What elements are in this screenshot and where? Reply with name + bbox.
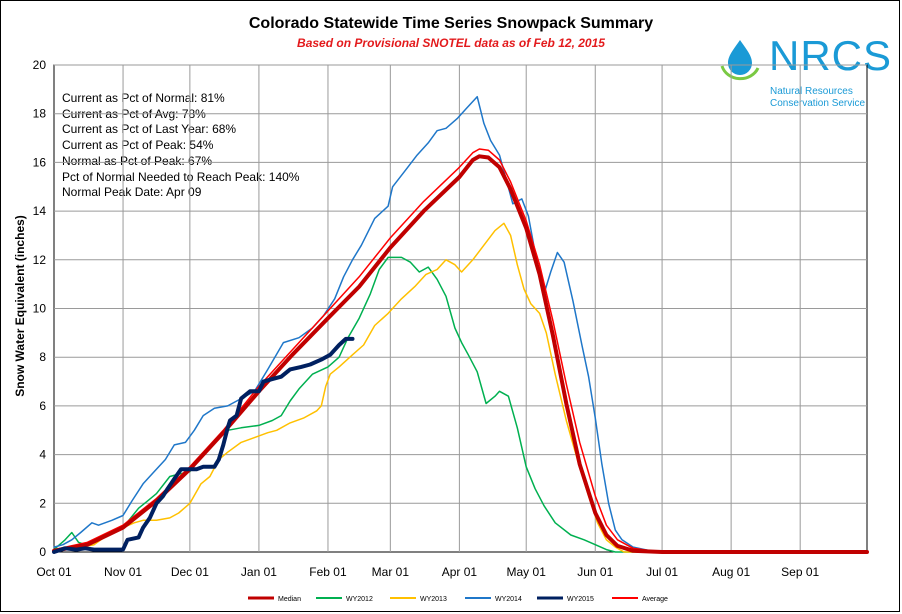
series-line-wy2014 <box>53 95 868 553</box>
x-tick-label: Dec 01 <box>171 565 209 579</box>
series-line-wy2015 <box>52 336 355 554</box>
y-tick-label: 8 <box>39 350 46 364</box>
y-tick-label: 10 <box>33 302 47 316</box>
x-tick-label: Sep 01 <box>781 565 819 579</box>
legend-label-wy2015: WY2015 <box>567 596 594 603</box>
stat-line: Current as Pct of Last Year: 68% <box>62 122 237 137</box>
x-tick-label: Jan 01 <box>241 565 277 579</box>
chart-subtitle: Based on Provisional SNOTEL data as of F… <box>297 36 605 50</box>
series-line-average <box>53 148 868 553</box>
stat-line: Current as Pct of Peak: 54% <box>62 138 214 153</box>
y-tick-label: 14 <box>33 204 47 218</box>
y-tick-label: 0 <box>39 545 46 559</box>
stat-line: Current as Pct of Normal: 81% <box>62 91 225 105</box>
logo-subtitle: Conservation Service <box>770 98 866 109</box>
logo-name: NRCS <box>769 32 893 79</box>
stats-box: Current as Pct of Normal: 81% Current as… <box>62 91 299 201</box>
stat-line: Pct of Normal Needed to Reach Peak: 140% <box>62 169 300 184</box>
legend-label-median: Median <box>278 596 301 603</box>
stat-line: Normal as Pct of Peak: 67% <box>62 153 213 168</box>
y-tick-label: 4 <box>39 448 46 462</box>
legend-label-wy2012: WY2012 <box>346 596 373 603</box>
y-tick-label: 16 <box>33 155 47 169</box>
series-line-wy2013 <box>53 222 868 553</box>
chart-title: Colorado Statewide Time Series Snowpack … <box>248 15 654 32</box>
logo-subtitle: Natural Resources <box>770 86 853 97</box>
y-tick-label: 2 <box>39 496 46 510</box>
stat-line: Normal Peak Date: Apr 09 <box>62 185 202 200</box>
water-drop-icon <box>720 40 760 81</box>
x-tick-label: Aug 01 <box>712 565 750 579</box>
x-tick-label: Apr 01 <box>442 565 478 579</box>
legend-label-wy2013: WY2013 <box>420 596 447 603</box>
legend-label-wy2014: WY2014 <box>495 596 522 603</box>
y-tick-label: 12 <box>33 253 47 267</box>
y-tick-label: 18 <box>33 107 47 121</box>
x-tick-label: Jul 01 <box>646 565 678 579</box>
x-tick-label: Mar 01 <box>372 565 410 579</box>
x-tick-label: May 01 <box>507 565 547 579</box>
series-line-median <box>52 154 869 554</box>
legend-label-average: Average <box>642 596 668 603</box>
nrcs-logo: NRCS Natural Resources Conservation Serv… <box>720 32 891 116</box>
y-tick-label: 6 <box>39 399 46 413</box>
x-tick-label: Jun 01 <box>577 565 613 579</box>
y-tick-label: 20 <box>33 58 47 72</box>
series-line-wy2012 <box>53 256 868 553</box>
x-tick-label: Oct 01 <box>36 565 72 579</box>
x-tick-label: Nov 01 <box>104 565 142 579</box>
x-tick-label: Feb 01 <box>309 565 347 579</box>
